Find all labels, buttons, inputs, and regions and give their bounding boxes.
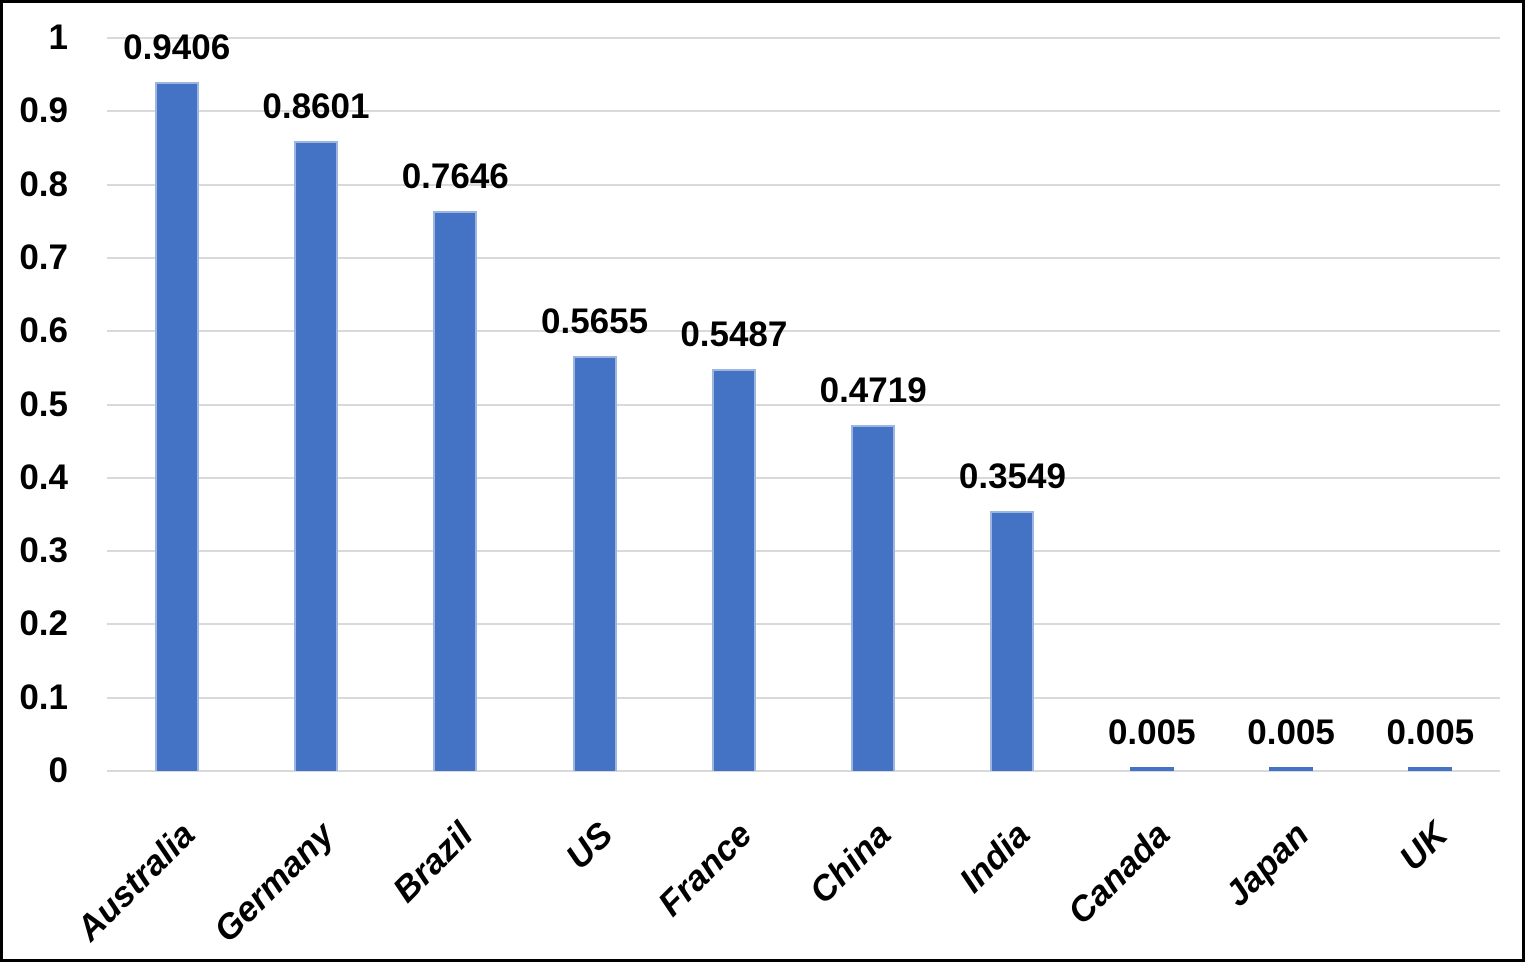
y-tick-label: 0.7 [19, 237, 68, 277]
data-label-australia: 0.9406 [123, 27, 231, 67]
y-tick-label: 0.1 [19, 677, 68, 717]
data-label-germany: 0.8601 [262, 86, 370, 126]
bar-us [572, 356, 617, 771]
gridline [107, 330, 1500, 333]
data-label-us: 0.5655 [541, 302, 649, 342]
data-label-france: 0.5487 [680, 314, 788, 354]
data-label-india: 0.3549 [958, 456, 1066, 496]
gridline [107, 37, 1500, 39]
data-label-brazil: 0.7646 [401, 156, 509, 196]
bar-canada [1129, 767, 1174, 771]
bar-uk [1408, 767, 1453, 771]
gridline [107, 183, 1500, 186]
bar-india [990, 510, 1035, 771]
y-tick-label: 0.5 [19, 384, 68, 424]
data-label-china: 0.4719 [819, 371, 927, 411]
y-tick-label: 0.9 [19, 91, 68, 131]
gridline [107, 476, 1500, 479]
y-tick-label: 0.8 [19, 164, 68, 204]
gridline [107, 770, 1500, 772]
bar-japan [1269, 767, 1314, 771]
gridline [107, 403, 1500, 406]
bar-brazil [433, 210, 478, 771]
gridline [107, 550, 1500, 553]
y-tick-label: 1 [48, 18, 68, 57]
x-tick-label-australia: Australia [68, 814, 203, 949]
y-tick-label: 0.3 [19, 531, 68, 571]
gridline [107, 696, 1500, 699]
bar-france [711, 368, 756, 771]
y-tick-label: 0.6 [19, 311, 68, 351]
bar-australia [154, 81, 199, 771]
y-tick-label: 0 [48, 751, 68, 790]
gridline [107, 623, 1500, 626]
bar-china [851, 425, 896, 771]
data-label-japan: 0.005 [1247, 713, 1335, 753]
data-label-uk: 0.005 [1386, 713, 1475, 753]
bar-germany [293, 140, 338, 771]
data-label-canada: 0.005 [1107, 713, 1196, 753]
y-tick-label: 0.4 [19, 457, 68, 497]
gridline [107, 110, 1500, 113]
y-tick-label: 0.2 [19, 604, 68, 644]
gridline [107, 256, 1500, 259]
